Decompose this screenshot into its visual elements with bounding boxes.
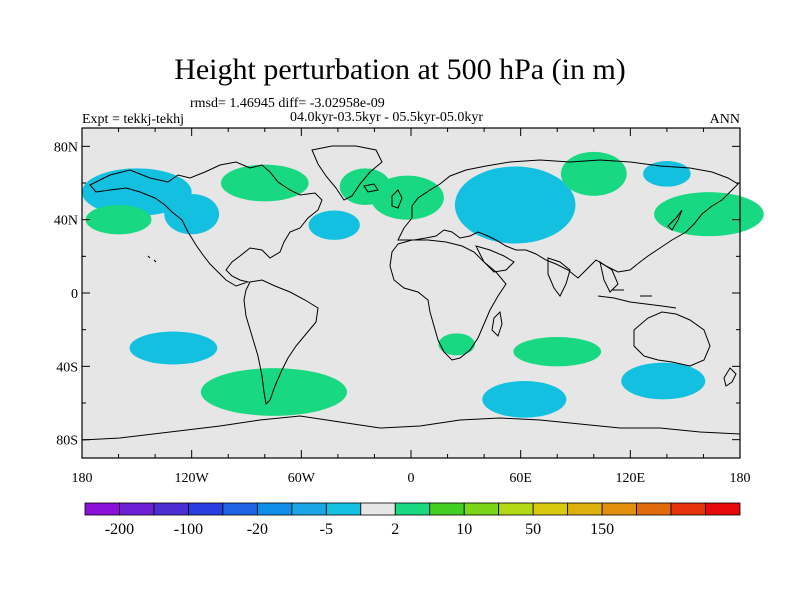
coast-africa	[389, 239, 507, 361]
lat-tick-label: 40S	[56, 360, 78, 375]
colorbar-swatch	[636, 502, 672, 516]
coastlines	[81, 145, 741, 441]
colorbar-label: 50	[525, 521, 541, 538]
colorbar-swatch	[188, 502, 224, 516]
coast-north-america	[89, 161, 323, 287]
colorbar-swatch	[360, 502, 396, 516]
colorbar-label: 150	[590, 521, 614, 538]
lat-tick-label: 80S	[56, 434, 78, 449]
colorbar-label: -5	[320, 521, 333, 538]
lon-tick-label: 0	[408, 471, 415, 486]
colorbar-label: -20	[247, 521, 268, 538]
coast-southeast-asia	[599, 260, 619, 293]
anomaly-region-positive	[200, 368, 348, 416]
anomaly-region-positive	[560, 151, 627, 196]
colorbar-swatch	[705, 502, 741, 516]
coast-indonesia	[597, 289, 677, 309]
lon-tick-label: 120W	[175, 471, 210, 486]
anomaly-region-positive	[654, 192, 764, 237]
colorbar-swatch	[463, 502, 500, 516]
coast-australia	[633, 311, 711, 367]
colorbar-swatch	[670, 502, 706, 516]
anomaly-region-negative	[164, 194, 220, 235]
coast-british-isles	[391, 189, 403, 209]
lon-tick-label: 60E	[509, 471, 532, 486]
anomaly-region-positive	[220, 164, 309, 202]
coast-south-america	[243, 279, 319, 406]
coast-antarctica	[81, 415, 741, 441]
coast-india	[547, 257, 571, 297]
colorbar-swatch	[291, 502, 327, 516]
colorbar-swatch	[567, 502, 603, 516]
colorbar-swatch	[394, 502, 431, 516]
map-title: Height perturbation at 500 hPa (in m)	[174, 53, 626, 86]
lon-tick-label: 180	[72, 471, 93, 486]
expt-label: Expt = tekkj-tekhj	[82, 112, 184, 127]
season-label: ANN	[709, 112, 740, 127]
coast-japan	[667, 209, 683, 231]
anomaly-region-negative	[129, 331, 218, 365]
colorbar-label: -200	[105, 521, 134, 538]
anomaly-region-negative	[621, 362, 706, 400]
colorbar-swatch	[119, 502, 155, 516]
anomaly-region-positive	[370, 175, 444, 220]
anomaly-region-positive	[438, 333, 475, 356]
coast-madagascar	[491, 310, 503, 337]
anomaly-region-positive	[513, 337, 602, 367]
colorbar-swatch	[532, 502, 569, 516]
lat-tick-label: 80N	[54, 140, 78, 155]
colorbar-swatch	[222, 502, 258, 516]
coast-new-zealand	[723, 367, 737, 387]
plot-area	[81, 127, 764, 459]
colorbar-swatch	[153, 502, 189, 516]
axes: 80N 40N 0 40S 80S 180 120W 60W 0 60E 120E 180	[54, 128, 751, 486]
anomaly-region-negative	[308, 210, 360, 240]
coast-iceland	[363, 183, 379, 193]
colorbar-label: -100	[174, 521, 203, 538]
period-text: 04.0kyr-03.5kyr - 05.5kyr-05.0kyr	[290, 110, 484, 125]
colorbar-swatch	[498, 502, 534, 516]
anomaly-regions	[82, 151, 764, 418]
lon-tick-label: 120E	[616, 471, 646, 486]
lon-tick-label: 60W	[288, 471, 316, 486]
colorbar-label: 10	[456, 521, 472, 538]
coast-greenland	[311, 145, 383, 201]
colorbar-swatch	[429, 502, 465, 516]
colorbar-swatch	[84, 502, 120, 516]
anomaly-region-negative	[482, 381, 567, 418]
lat-tick-label: 40N	[54, 214, 78, 229]
stats-text: rmsd= 1.46945 diff= -3.02958e-09	[190, 96, 385, 111]
anomaly-region-negative	[454, 166, 576, 244]
anomaly-region-positive	[85, 205, 152, 235]
colorbar-swatch	[256, 502, 293, 516]
colorbar-swatch	[601, 502, 637, 516]
coast-eurasia	[397, 159, 739, 279]
lon-tick-label: 180	[730, 471, 751, 486]
lat-tick-label: 0	[71, 287, 78, 302]
colorbar: -200 -100 -20 -5 2 10 50 150	[84, 502, 741, 538]
colorbar-swatch	[325, 502, 362, 516]
coast-hawaii	[147, 255, 157, 263]
colorbar-label: 2	[391, 521, 399, 538]
coast-arabia	[475, 245, 515, 273]
